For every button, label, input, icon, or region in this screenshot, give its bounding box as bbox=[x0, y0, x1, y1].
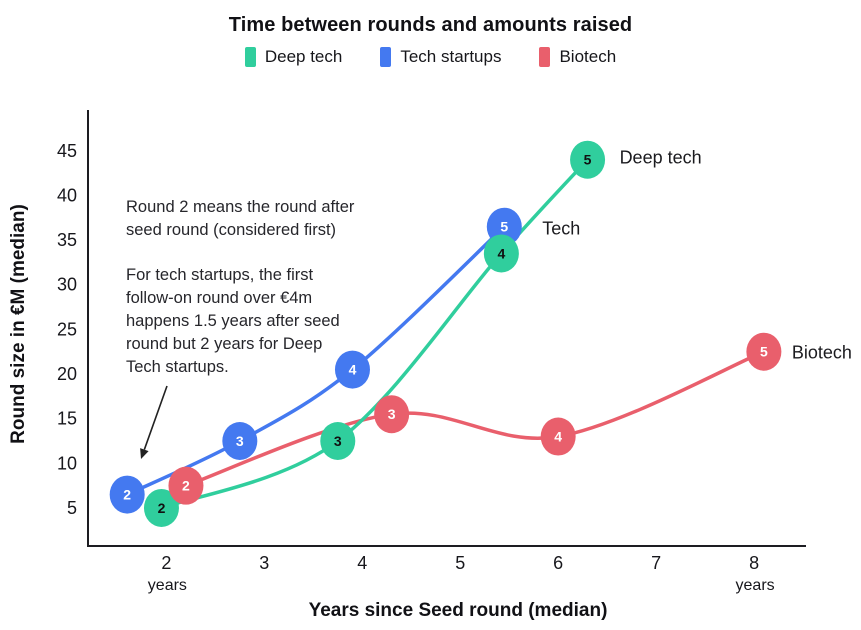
x-axis-unit-label: years bbox=[148, 577, 187, 594]
legend-label: Deep tech bbox=[264, 47, 343, 66]
x-axis-unit-label: years bbox=[736, 577, 775, 594]
legend-item-deep-tech: Deep tech bbox=[244, 47, 343, 67]
annotation-arrowhead bbox=[140, 448, 149, 459]
series-line-deep-tech bbox=[159, 157, 590, 510]
x-tick-label: 4 bbox=[357, 553, 367, 573]
marker-deep-tech-round-3 bbox=[320, 421, 356, 460]
x-tick-label: 8 bbox=[749, 553, 759, 573]
x-axis-title: Years since Seed round (median) bbox=[309, 600, 608, 621]
marker-tech-startups-round-4 bbox=[334, 350, 370, 389]
y-tick-label: 15 bbox=[57, 409, 77, 429]
marker-round-number: 2 bbox=[123, 487, 131, 503]
marker-deep-tech-round-2 bbox=[143, 488, 179, 527]
y-tick-label: 35 bbox=[57, 230, 77, 250]
y-tick-label: 20 bbox=[57, 364, 77, 384]
y-tick-label: 45 bbox=[57, 141, 77, 161]
annotation-arrow bbox=[143, 385, 168, 450]
marker-biotech-round-3 bbox=[374, 395, 410, 434]
legend-item-tech-startups: Tech startups bbox=[380, 47, 501, 67]
marker-round-number: 4 bbox=[497, 245, 505, 261]
y-axis-title: Round size in €M (median) bbox=[8, 204, 29, 444]
legend-label: Tech startups bbox=[400, 47, 502, 66]
x-tick-label: 5 bbox=[455, 553, 465, 573]
series-label-tech: Tech bbox=[542, 219, 580, 239]
marker-round-number: 5 bbox=[584, 152, 592, 168]
legend-label: Biotech bbox=[559, 47, 617, 66]
marker-round-number: 2 bbox=[158, 500, 166, 516]
marker-round-number: 4 bbox=[349, 362, 357, 378]
chart-title: Time between rounds and amounts raised bbox=[228, 14, 633, 36]
legend-swatch bbox=[539, 47, 551, 67]
legend-swatch bbox=[380, 47, 392, 67]
legend-swatch bbox=[244, 47, 256, 67]
marker-round-number: 3 bbox=[236, 433, 244, 449]
y-tick-label: 5 bbox=[67, 498, 77, 518]
x-tick-label: 2 bbox=[161, 553, 171, 573]
marker-round-number: 2 bbox=[182, 478, 190, 494]
y-tick-label: 25 bbox=[57, 319, 77, 339]
marker-biotech-round-2 bbox=[168, 466, 204, 505]
legend-item-biotech: Biotech bbox=[539, 47, 616, 67]
marker-biotech-round-5 bbox=[746, 332, 782, 371]
y-tick-label: 10 bbox=[57, 453, 77, 473]
chart-legend: Deep tech Tech startups Biotech bbox=[0, 47, 861, 67]
y-tick-label: 30 bbox=[57, 275, 77, 295]
marker-round-number: 4 bbox=[554, 429, 562, 445]
marker-round-number: 5 bbox=[500, 219, 508, 235]
marker-round-number: 3 bbox=[388, 406, 396, 422]
marker-biotech-round-4 bbox=[540, 417, 576, 456]
annotation-note-2: For tech startups, the first follow-on r… bbox=[126, 266, 340, 376]
series-line-biotech bbox=[184, 349, 766, 488]
marker-deep-tech-round-5 bbox=[570, 140, 606, 179]
marker-round-number: 5 bbox=[760, 344, 768, 360]
marker-tech-startups-round-3 bbox=[222, 421, 258, 460]
series-label-deep-tech: Deep tech bbox=[620, 148, 702, 168]
annotation-note-1: Round 2 means the round after seed round… bbox=[126, 198, 355, 239]
x-tick-label: 6 bbox=[553, 553, 563, 573]
y-tick-label: 40 bbox=[57, 185, 77, 205]
series-label-biotech: Biotech bbox=[792, 343, 852, 363]
x-tick-label: 7 bbox=[651, 553, 661, 573]
marker-deep-tech-round-4 bbox=[483, 234, 519, 273]
marker-tech-startups-round-2 bbox=[109, 475, 145, 514]
marker-round-number: 3 bbox=[334, 433, 342, 449]
x-tick-label: 3 bbox=[259, 553, 269, 573]
